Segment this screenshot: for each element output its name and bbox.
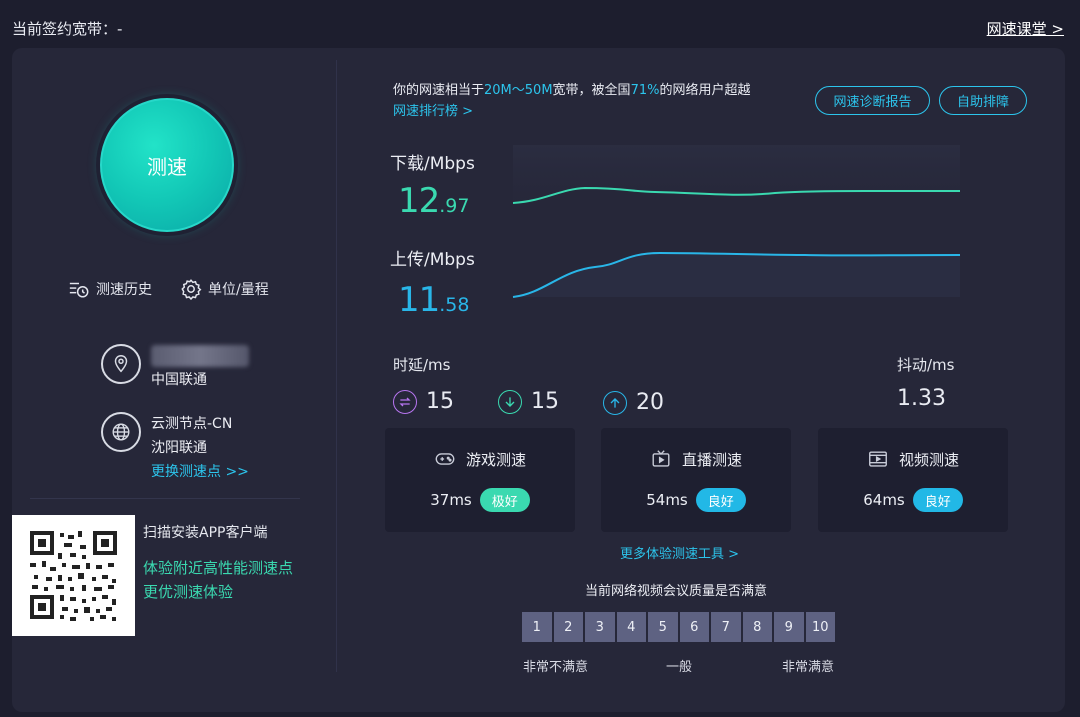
video-film-icon: [869, 451, 887, 467]
upload-int: 11: [398, 280, 440, 320]
history-label: 测速历史: [96, 282, 152, 298]
jitter-title: 抖动/ms: [897, 356, 955, 374]
download-dec: .97: [439, 195, 470, 217]
horizontal-divider: [30, 498, 300, 499]
qr-line-2: 更优测速体验: [143, 583, 234, 601]
summary-suffix: 的网络用户超越: [659, 83, 751, 98]
speed-test-label: 测速: [147, 154, 187, 179]
test-node-info: 云测节点-CN 沈阳联通 更换测速点 >>: [101, 412, 249, 484]
summary-range: 20M～50M: [484, 83, 553, 98]
download-latency-value: 15: [531, 389, 559, 414]
speed-graph: [512, 145, 961, 298]
speed-class-link[interactable]: 网速课堂 >: [986, 20, 1064, 38]
unit-range-label: 单位/量程: [208, 282, 269, 298]
blurred-ip-address: [151, 345, 249, 367]
arrow-down-icon: [498, 389, 522, 414]
upload-area: [513, 253, 960, 297]
rating-option-6[interactable]: 6: [679, 612, 709, 642]
upload-latency-value: 20: [636, 390, 664, 415]
rating-badge: 良好: [912, 488, 963, 512]
speed-summary: 你的网速相当于20M～50M宽带，被全国71%的网络用户超越 网速排行榜 >: [393, 80, 750, 122]
summary-percent: 71%: [630, 83, 660, 98]
rating-low-label: 非常不满意: [523, 660, 589, 675]
rating-option-5[interactable]: 5: [648, 612, 678, 642]
rating-option-7[interactable]: 7: [711, 612, 741, 642]
change-node-link[interactable]: 更换测速点 >>: [151, 464, 249, 480]
qr-line-1: 体验附近高性能测速点: [143, 559, 294, 577]
rating-option-1[interactable]: 1: [522, 612, 552, 642]
download-area: [513, 145, 960, 203]
rating-option-4[interactable]: 4: [616, 612, 646, 642]
vertical-divider: [336, 60, 337, 672]
download-value: 12.97: [398, 181, 469, 221]
node-name: 云测节点-CN: [151, 416, 233, 432]
rating-scale: 1 2 3 4 5 6 7 8 9 10: [522, 612, 835, 642]
card-ms: 64ms: [863, 491, 905, 509]
location-info: 中国联通: [101, 344, 249, 392]
rating-option-8[interactable]: 8: [742, 612, 772, 642]
card-title: 视频测速: [898, 450, 959, 469]
game-speed-card[interactable]: 游戏测速 37ms 极好: [385, 428, 575, 532]
summary-mid: 宽带，被全国: [552, 83, 631, 98]
arrow-up-icon: [603, 390, 627, 415]
contract-bandwidth-label: 当前签约宽带：-: [12, 20, 123, 38]
rating-option-2[interactable]: 2: [553, 612, 583, 642]
survey-question: 当前网络视频会议质量是否满意: [585, 584, 768, 599]
upload-label: 上传/Mbps: [390, 250, 475, 270]
upload-line: [512, 251, 961, 298]
ping-value: 15: [426, 389, 454, 414]
rating-badge: 极好: [479, 488, 530, 512]
qr-promo: 扫描安装APP客户端 体验附近高性能测速点 更优测速体验: [143, 522, 293, 604]
upload-value: 11.58: [398, 280, 469, 320]
self-troubleshoot-button[interactable]: 自助排障: [939, 86, 1027, 115]
speed-ranking-link[interactable]: 网速排行榜 >: [393, 104, 474, 119]
history-button[interactable]: 测速历史: [68, 278, 152, 300]
live-speed-card[interactable]: 直播测速 54ms 良好: [601, 428, 791, 532]
qr-title: 扫描安装APP客户端: [143, 525, 268, 541]
ping-latency: 15: [393, 389, 454, 414]
app-qr-code: [12, 515, 135, 636]
rating-badge: 良好: [695, 488, 746, 512]
latency-title: 时延/ms: [393, 356, 451, 374]
upload-latency: 20: [603, 390, 664, 415]
download-line: [512, 186, 960, 204]
diagnosis-report-button[interactable]: 网速诊断报告: [815, 86, 930, 115]
globe-icon: [101, 412, 141, 452]
history-list-icon: [69, 282, 89, 298]
ping-exchange-icon: [393, 389, 417, 414]
download-int: 12: [398, 181, 440, 221]
upload-dec: .58: [439, 294, 470, 316]
summary-prefix: 你的网速相当于: [393, 83, 485, 98]
rating-mid-label: 一般: [666, 660, 693, 675]
rating-option-3[interactable]: 3: [585, 612, 615, 642]
location-pin-icon: [101, 344, 141, 384]
rating-option-10[interactable]: 10: [805, 612, 835, 642]
live-tv-icon: [652, 450, 670, 467]
card-ms: 37ms: [430, 491, 472, 509]
isp-label: 中国联通: [151, 372, 207, 388]
download-label: 下载/Mbps: [390, 154, 475, 174]
start-speed-test-button[interactable]: 测速: [100, 98, 234, 232]
node-isp: 沈阳联通: [151, 440, 207, 456]
rating-high-label: 非常满意: [782, 660, 835, 675]
card-title: 游戏测速: [465, 450, 526, 469]
gear-icon: [181, 279, 202, 300]
video-speed-card[interactable]: 视频测速 64ms 良好: [818, 428, 1008, 532]
jitter-value: 1.33: [897, 386, 946, 411]
unit-range-button[interactable]: 单位/量程: [180, 278, 269, 300]
rating-option-9[interactable]: 9: [774, 612, 804, 642]
more-tools-link[interactable]: 更多体验测速工具 >: [620, 547, 740, 562]
card-title: 直播测速: [681, 450, 742, 469]
card-ms: 54ms: [646, 491, 688, 509]
download-latency: 15: [498, 389, 559, 414]
gamepad-icon: [435, 453, 455, 465]
